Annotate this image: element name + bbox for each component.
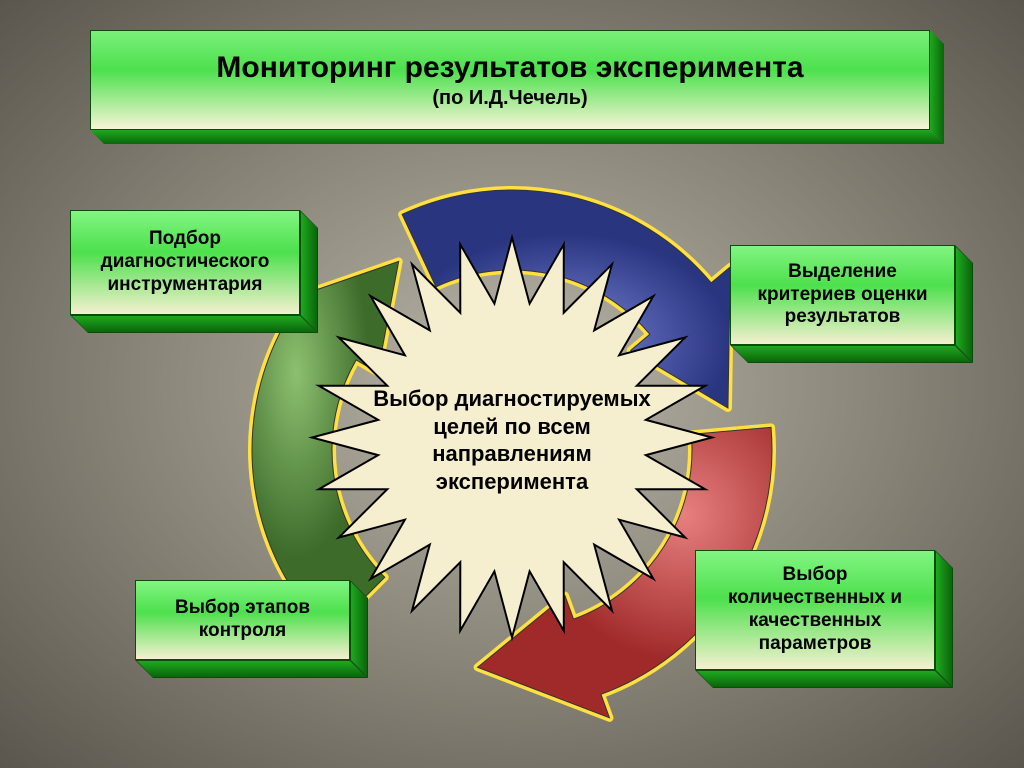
starburst-text: Выбор диагностируемых целей по всем напр…: [372, 385, 652, 495]
box-bottom-right: Выбор количественных и качественных пара…: [695, 550, 935, 670]
title-side-bottom: [90, 130, 944, 144]
box-top-left: Подбор диагностического инструментария: [70, 210, 300, 315]
box-side-right: [300, 210, 318, 333]
box-face: Выделение критериев оценки результатов: [730, 245, 955, 345]
box-side-bottom: [695, 670, 953, 688]
box-face: Выбор количественных и качественных пара…: [695, 550, 935, 670]
box-face: Выбор этапов контроля: [135, 580, 350, 660]
title-side-right: [930, 30, 944, 144]
title-block: Мониторинг результатов эксперимента (по …: [90, 30, 930, 130]
title-line2: (по И.Д.Чечель): [432, 87, 587, 110]
box-side-bottom: [70, 315, 318, 333]
title-face: Мониторинг результатов эксперимента (по …: [90, 30, 930, 130]
box-side-bottom: [730, 345, 973, 363]
diagram-area: Выбор диагностируемых целей по всем напр…: [0, 150, 1024, 750]
box-bottom-left: Выбор этапов контроля: [135, 580, 350, 660]
box-face: Подбор диагностического инструментария: [70, 210, 300, 315]
box-side-right: [955, 245, 973, 363]
title-line1: Мониторинг результатов эксперимента: [216, 51, 803, 85]
box-side-right: [935, 550, 953, 688]
box-top-right: Выделение критериев оценки результатов: [730, 245, 955, 345]
box-side-bottom: [135, 660, 368, 678]
